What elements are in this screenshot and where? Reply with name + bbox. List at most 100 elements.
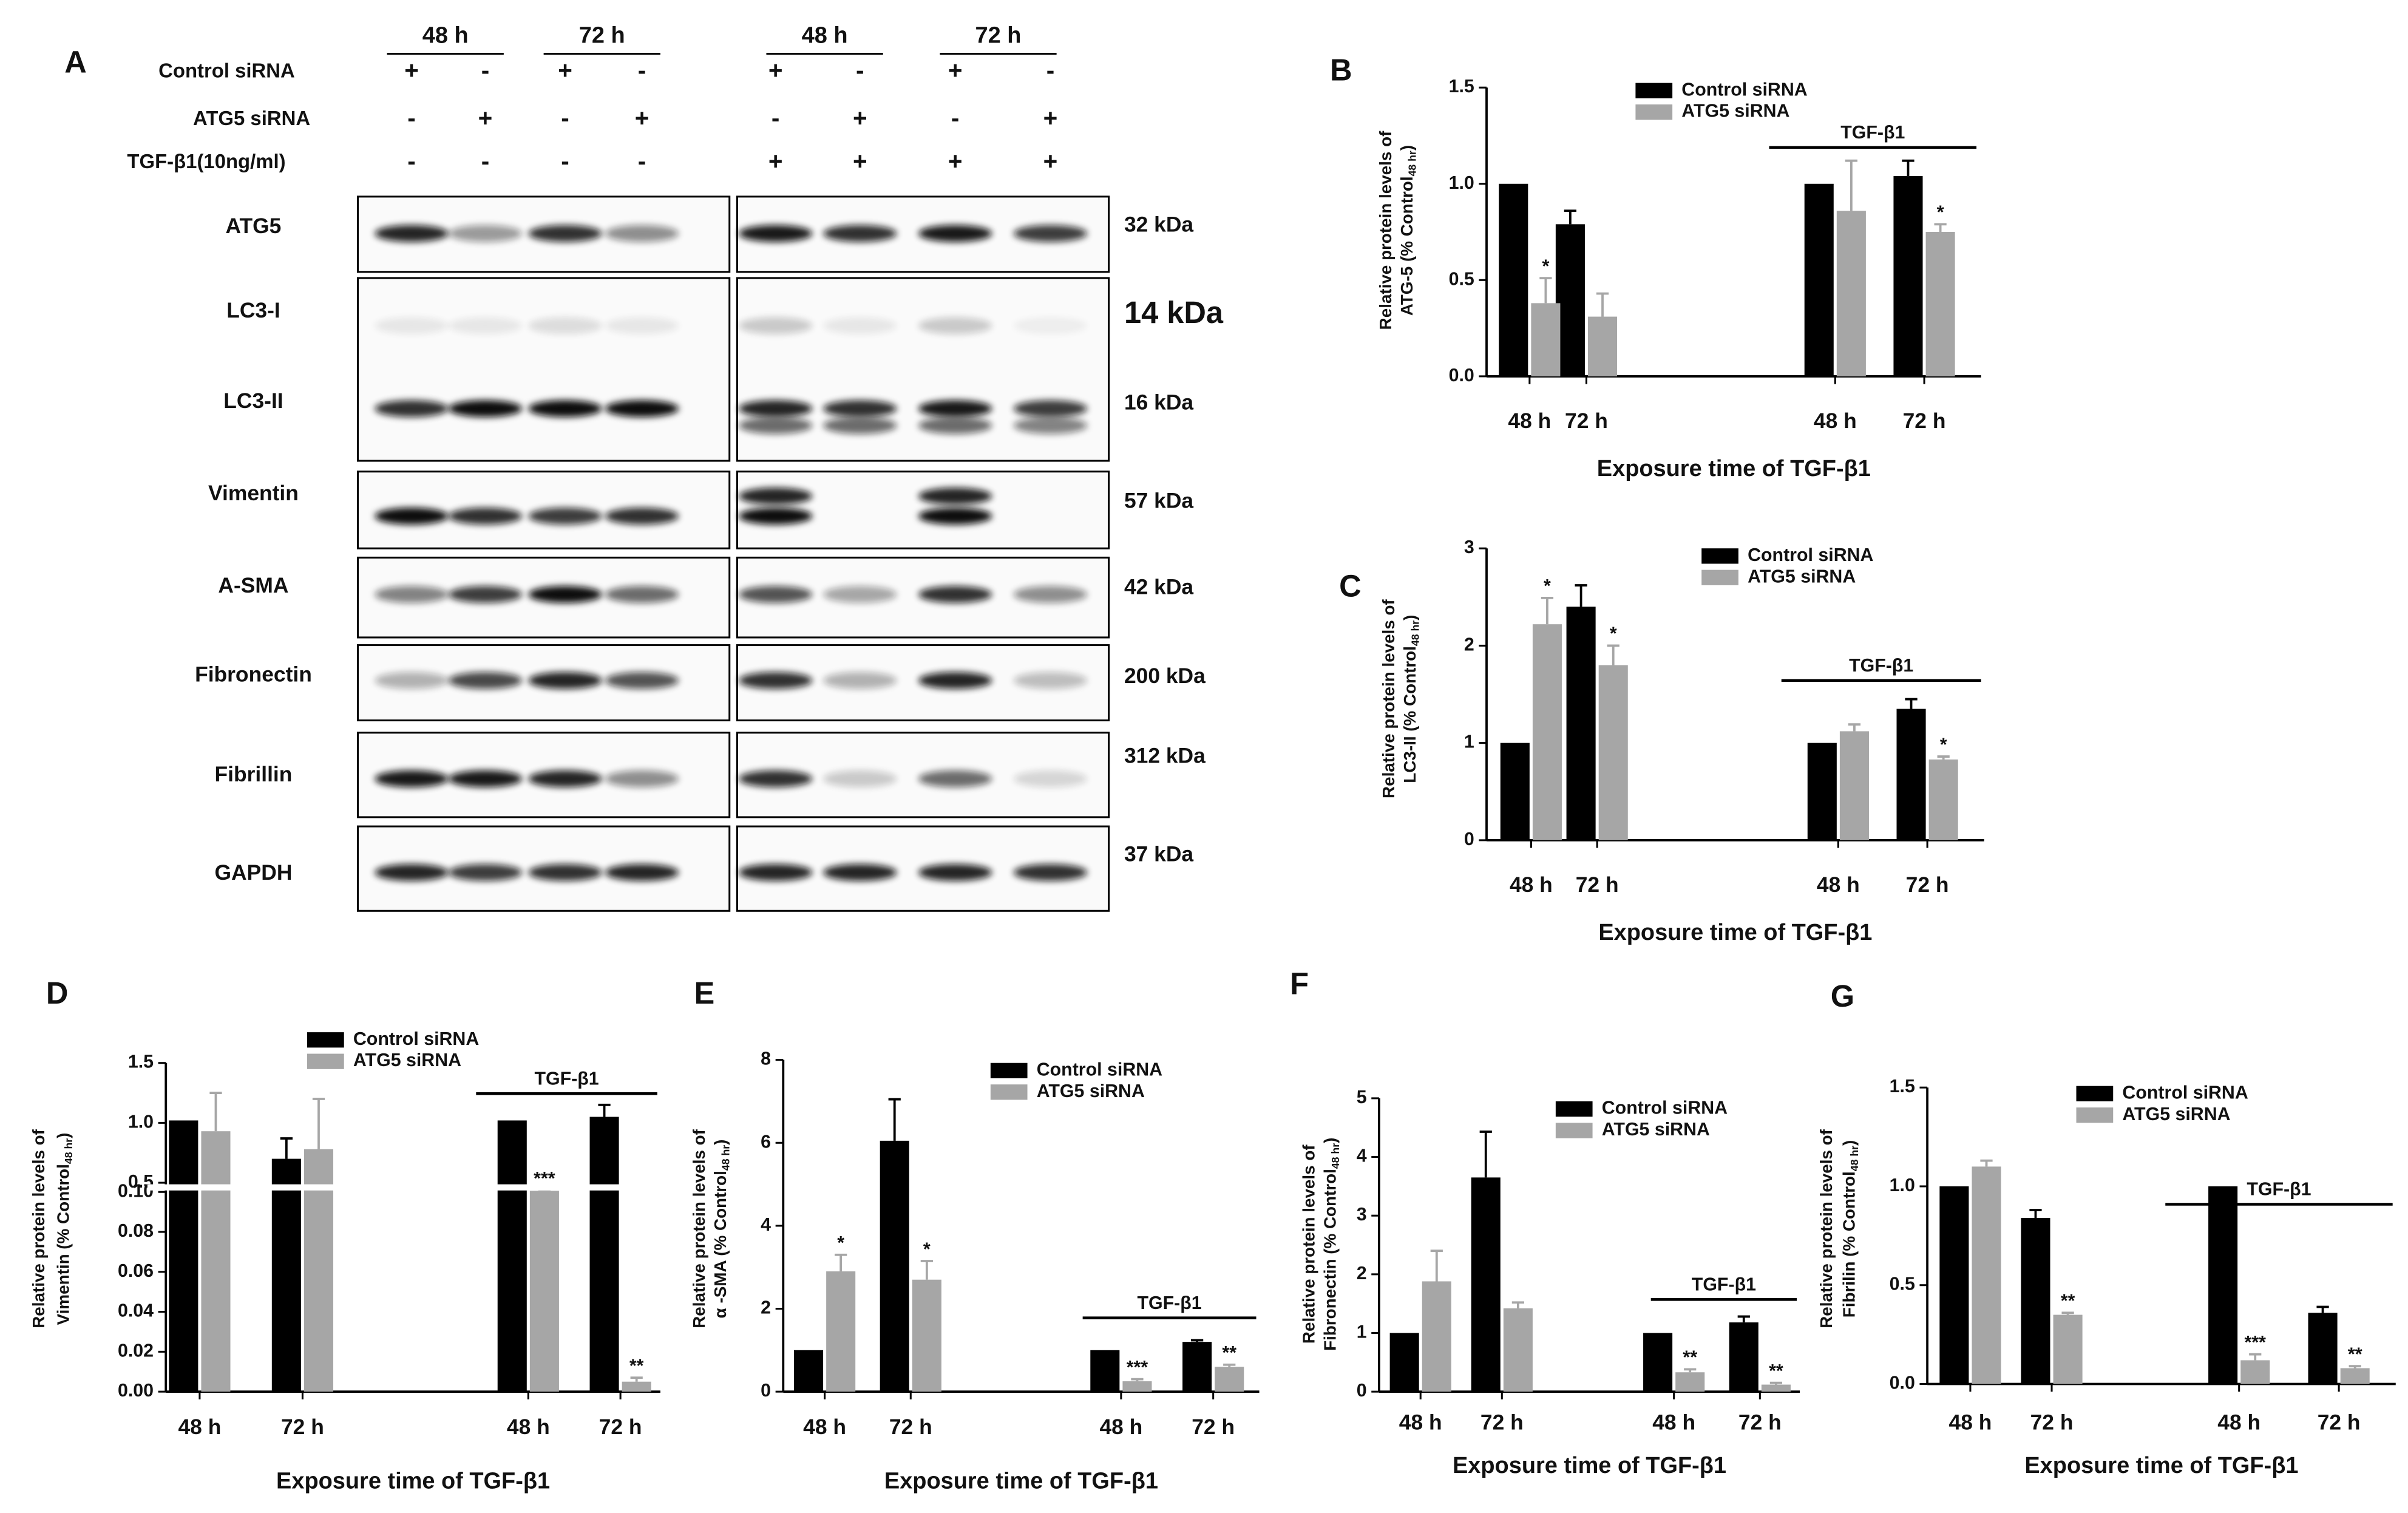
error-bar: [209, 1092, 222, 1132]
error-bar: [1575, 584, 1587, 607]
bar: [912, 1279, 941, 1392]
legend-swatch: [1701, 548, 1738, 564]
time-header: 48 h: [802, 23, 848, 49]
blot-band: [823, 317, 897, 335]
panel-letter: F: [1290, 967, 1309, 1001]
y-tick-label: 0.06: [118, 1261, 154, 1281]
legend-label: ATG5 siRNA: [2122, 1104, 2230, 1124]
protein-label: LC3-I: [226, 298, 280, 322]
blot-band: [448, 672, 523, 689]
y-tick-label: 0.0: [1890, 1373, 1915, 1393]
x-tick-label: 48 h: [1510, 872, 1553, 897]
y-axis-title: Vimentin (% Control48 hr): [54, 1133, 75, 1325]
x-tick-label: 48 h: [1817, 872, 1860, 897]
bar: [880, 1140, 909, 1392]
bar: [1500, 743, 1530, 840]
x-tick-label: 48 h: [803, 1415, 846, 1439]
y-axis-title-part: α -SMA (% Control: [711, 1171, 730, 1318]
y-axis-title-sub: 48 hr: [63, 1138, 75, 1164]
bar: [589, 1117, 619, 1392]
blot-band: [528, 586, 602, 604]
blot-band: [605, 400, 679, 417]
y-axis-title: Relative protein levels of: [690, 1129, 708, 1328]
y-axis-title: Relative protein levels of: [1379, 599, 1398, 798]
blot-band: [738, 508, 813, 525]
blot-band: [1013, 400, 1088, 417]
blot-band: [375, 400, 449, 417]
panel-letter: E: [694, 976, 715, 1010]
condition-sign: -: [561, 104, 569, 132]
time-header: 48 h: [422, 23, 469, 49]
error-bar: [2249, 1353, 2262, 1361]
protein-label: ATG5: [226, 214, 282, 238]
error-bar: [1131, 1378, 1144, 1382]
error-bar: [2349, 1365, 2361, 1368]
significance: **: [1769, 1361, 1783, 1381]
protein-label: LC3-II: [223, 389, 283, 413]
panel-letter: B: [1330, 52, 1352, 87]
blot-band: [738, 770, 813, 787]
bar: [1761, 1384, 1791, 1392]
y-axis-title: ATG-5 (% Control48 hr): [1397, 145, 1418, 316]
blot-band: [448, 586, 523, 604]
x-tick-label: 72 h: [1903, 409, 1946, 433]
condition-sign: -: [1046, 56, 1054, 84]
x-tick-label: 72 h: [1576, 872, 1619, 897]
blot-band: [823, 672, 897, 689]
y-tick-label: 0.5: [1449, 269, 1474, 289]
significance: *: [1940, 735, 1947, 755]
y-tick-label: 3: [1464, 537, 1474, 557]
y-tick-label: 0: [1357, 1381, 1367, 1401]
kda-label: 57 kDa: [1124, 489, 1193, 513]
error-bar: [920, 1260, 933, 1280]
error-bar: [1937, 755, 1950, 760]
x-tick-label: 48 h: [2217, 1410, 2260, 1435]
significance: **: [1683, 1348, 1697, 1368]
bar: [1893, 176, 1923, 376]
blot-band: [448, 508, 523, 525]
blot-band: [448, 400, 523, 417]
error-bar: [1905, 698, 1918, 709]
legend-label: ATG5 siRNA: [1602, 1120, 1710, 1140]
y-axis-title-part: Fibronectin (% Control: [1321, 1169, 1340, 1351]
blot-band: [1013, 586, 1088, 604]
blot-band: [1013, 672, 1088, 689]
condition-sign: -: [481, 147, 489, 175]
error-bar: [1541, 597, 1554, 625]
bar: [2308, 1313, 2338, 1384]
blot-band: [375, 508, 449, 525]
x-tick-label: 72 h: [1906, 872, 1949, 897]
blot-band: [738, 317, 813, 335]
blot-band: [605, 317, 679, 335]
error-bar: [1848, 723, 1861, 732]
bar: [1499, 183, 1528, 376]
error-bar: [1684, 1368, 1697, 1373]
x-axis-title: Exposure time of TGF-β1: [884, 1468, 1158, 1494]
y-axis-title-end: ): [1321, 1138, 1340, 1143]
blot-band: [528, 508, 602, 525]
x-tick-label: 72 h: [1738, 1410, 1782, 1435]
condition-sign: +: [635, 104, 649, 132]
error-bar: [1511, 1301, 1524, 1308]
significance: *: [1610, 624, 1617, 644]
blot-band: [738, 225, 813, 242]
condition-sign: +: [768, 56, 783, 84]
x-tick-label: 72 h: [1192, 1415, 1235, 1439]
protein-label: Vimentin: [208, 481, 299, 505]
y-axis-title-part: Fibrilin (% Control: [1840, 1171, 1859, 1318]
y-axis-title-sub: 48 hr: [1848, 1146, 1860, 1171]
bar: [1389, 1333, 1419, 1392]
kda-label: 16 kDa: [1124, 390, 1193, 415]
bar: [2021, 1218, 2050, 1384]
error-bar: [1737, 1315, 1750, 1323]
condition-sign: +: [768, 147, 783, 175]
y-axis-title: Fibronectin (% Control48 hr): [1321, 1138, 1341, 1351]
y-tick-label: 0: [1464, 829, 1474, 849]
legend-label: Control siRNA: [353, 1029, 479, 1049]
bar: [1531, 303, 1561, 376]
bar: [622, 1381, 651, 1392]
condition-sign: -: [407, 104, 415, 132]
significance: **: [2348, 1344, 2362, 1364]
y-tick-label: 2: [1464, 634, 1474, 654]
bar: [1532, 624, 1562, 840]
